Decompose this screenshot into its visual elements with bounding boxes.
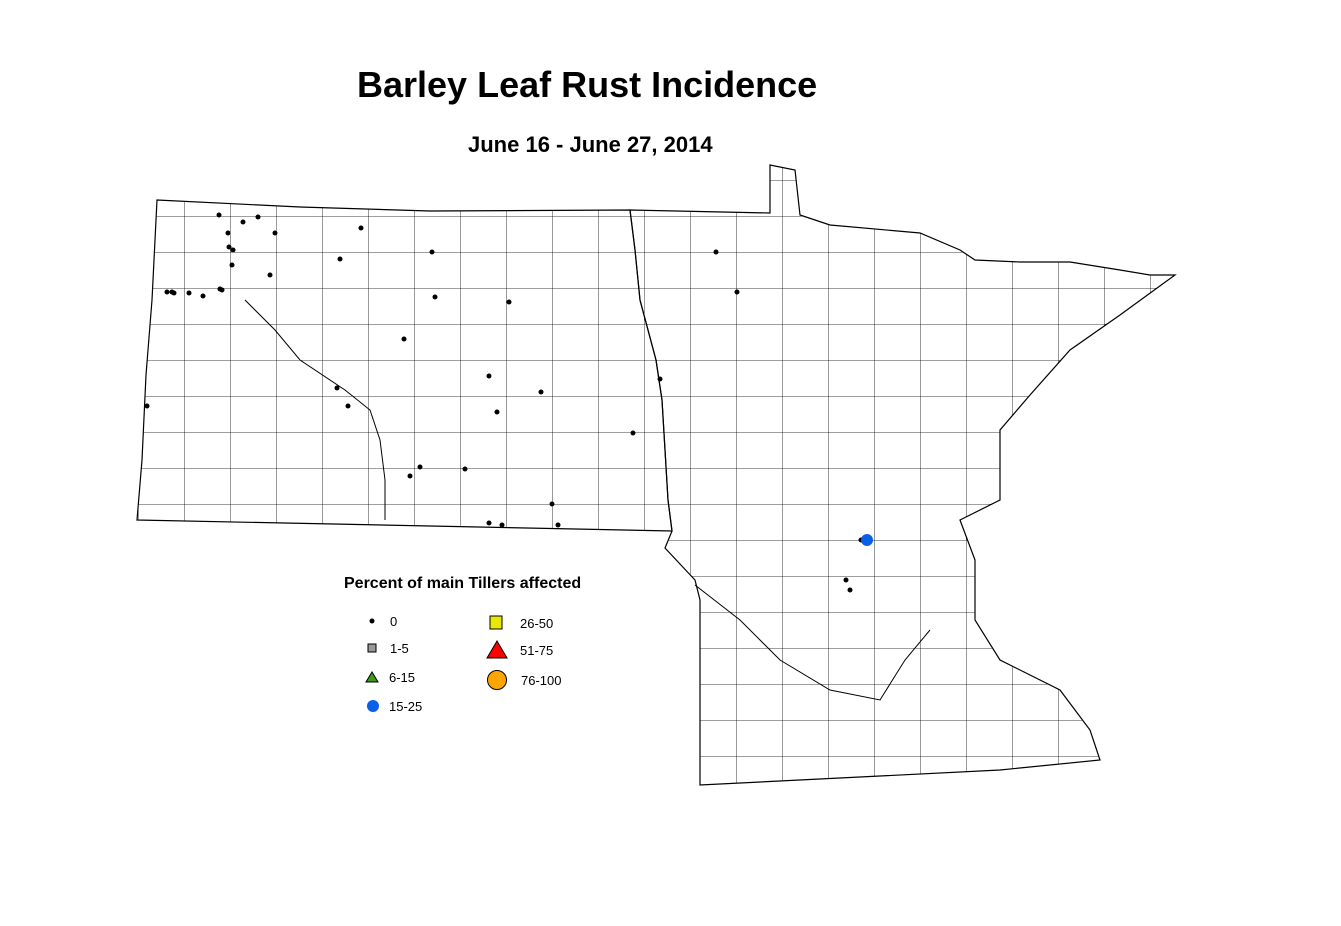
legend-label: 6-15	[389, 670, 416, 685]
observation-point-0	[432, 294, 438, 300]
observation-point-0	[538, 389, 544, 395]
map-subtitle: June 16 - June 27, 2014	[468, 132, 713, 157]
observation-point-0	[267, 272, 273, 278]
minnesota-river	[694, 584, 931, 701]
observation-points	[144, 212, 873, 593]
observation-point-0	[630, 430, 636, 436]
observation-point-0	[240, 219, 246, 225]
legend-label: 51-75	[520, 643, 554, 658]
observation-point-0	[462, 466, 468, 472]
observation-point-0	[255, 214, 261, 220]
observation-point-0	[555, 522, 561, 528]
observation-point-0	[230, 247, 236, 253]
observation-point-0	[219, 287, 225, 293]
observation-point-0	[499, 522, 505, 528]
observation-point-0	[358, 225, 364, 231]
observation-point-0	[407, 473, 413, 479]
minnesota-outline	[629, 164, 1177, 786]
map-title: Barley Leaf Rust Incidence	[357, 64, 818, 105]
observation-point-0	[144, 403, 150, 409]
observation-point-0	[171, 290, 177, 296]
observation-point-0	[713, 249, 719, 255]
legend-label: 1-5	[390, 641, 409, 656]
north-dakota-outline	[136, 199, 673, 532]
observation-point-0	[494, 409, 500, 415]
observation-point-0	[334, 385, 340, 391]
legend-label: 0	[390, 614, 398, 629]
observation-point-0	[345, 403, 351, 409]
observation-point-0	[200, 293, 206, 299]
legend-title: Percent of main Tillers affected	[344, 575, 582, 592]
legend-label: 76-100	[521, 673, 562, 688]
observation-point-15-25	[861, 534, 873, 546]
observation-point-0	[401, 336, 407, 342]
observation-point-0	[226, 244, 232, 250]
observation-point-0	[429, 249, 435, 255]
legend-label: 26-50	[520, 616, 554, 631]
missouri-river	[244, 299, 386, 520]
observation-point-0	[843, 577, 849, 583]
observation-point-0	[225, 230, 231, 236]
observation-point-0	[417, 464, 423, 470]
observation-point-0	[486, 373, 492, 379]
observation-point-0	[657, 376, 663, 382]
observation-point-0	[272, 230, 278, 236]
observation-point-0	[486, 520, 492, 526]
observation-point-0	[549, 501, 555, 507]
observation-point-0	[164, 289, 170, 295]
observation-point-0	[229, 262, 235, 268]
legend-label: 15-25	[389, 699, 423, 714]
observation-point-0	[186, 290, 192, 296]
observation-point-0	[337, 256, 343, 262]
observation-point-0	[847, 587, 853, 593]
observation-point-0	[734, 289, 740, 295]
observation-point-0	[506, 299, 512, 305]
observation-point-0	[216, 212, 222, 218]
